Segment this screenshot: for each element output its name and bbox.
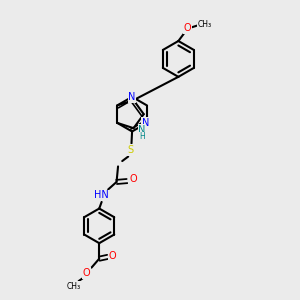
Text: N: N [138,125,146,135]
Text: CH₃: CH₃ [67,282,81,291]
Text: O: O [109,251,116,261]
Text: O: O [184,23,191,34]
Text: O: O [129,174,137,184]
Text: HN: HN [94,190,109,200]
Text: H: H [139,132,145,141]
Text: N: N [142,118,149,128]
Text: O: O [83,268,91,278]
Text: S: S [128,145,134,155]
Text: CH₃: CH₃ [197,20,212,29]
Text: N: N [128,92,136,102]
